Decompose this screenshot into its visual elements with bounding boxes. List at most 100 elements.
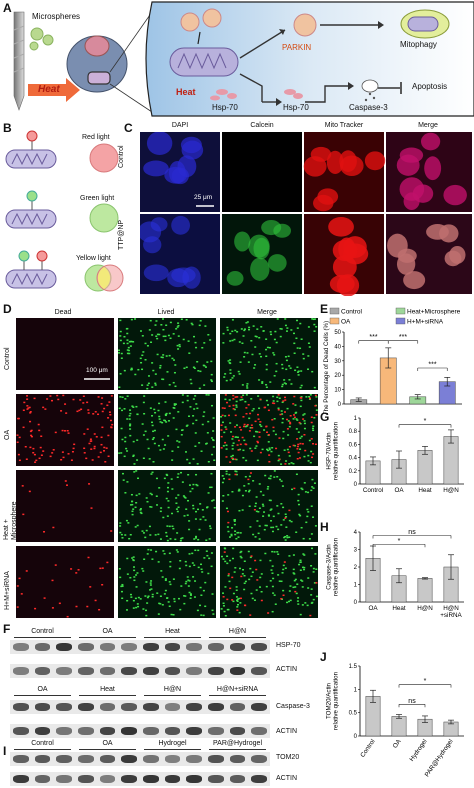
yellow-light-label: Yellow light	[76, 255, 111, 262]
blot-band	[78, 755, 94, 763]
x-tick-label: H@N	[443, 487, 459, 494]
legend-label: Control	[341, 309, 363, 316]
panel-label-c: C	[124, 121, 133, 135]
row-label-oa-d: OA	[4, 429, 11, 440]
blot-band	[229, 703, 246, 711]
blot-band	[56, 703, 72, 711]
blot-strip	[10, 752, 270, 766]
bar-G-3	[443, 436, 459, 485]
legend-swatch	[329, 307, 340, 315]
light-schematic-b	[5, 130, 124, 292]
y-axis-label: HSP-70/Actinrelative quantification	[326, 421, 340, 480]
sig-label: ns	[408, 698, 416, 705]
blot-band	[56, 727, 72, 735]
blot-band	[56, 755, 72, 763]
heat-label: Heat	[38, 84, 60, 95]
blot-band	[229, 667, 246, 675]
sig-label: *	[398, 538, 401, 545]
red-light-label: Red light	[82, 134, 110, 141]
blot-band	[164, 667, 181, 675]
y-axis-label: TOM20/Actinrelative quantification	[326, 671, 340, 730]
blot-band	[186, 727, 202, 735]
panel-label-h: H	[320, 520, 329, 534]
blot-i: Control OA Hydrogel PAR@Hydrogel	[10, 740, 270, 788]
blot-band	[143, 775, 159, 783]
blot-group-label: OA	[37, 686, 48, 693]
blot-strip	[10, 724, 270, 738]
x-tick-label: OA	[394, 487, 404, 494]
blot-band	[208, 667, 224, 675]
mitochondrion-icon	[5, 130, 57, 169]
legend-label: Heat+Microsphere	[407, 309, 461, 316]
blot-band	[78, 703, 94, 711]
panel-label-e: E	[320, 302, 329, 316]
blot-band	[164, 775, 181, 783]
x-tick-label: H@N +siRNA	[440, 605, 462, 619]
needle-icon	[13, 11, 25, 111]
blot-group-label: OA	[102, 740, 113, 747]
row-label-control-c: Control	[118, 145, 125, 168]
y-tick-label: 0	[338, 402, 342, 408]
parkin-label: PARKIN	[282, 43, 312, 52]
panel-label-j: J	[320, 650, 327, 664]
col-label-dapi: DAPI	[171, 122, 189, 129]
sig-label: ***	[428, 362, 436, 369]
y-tick-label: 0.2	[349, 469, 358, 475]
y-tick-label: 3	[354, 548, 358, 554]
blot-band	[186, 643, 202, 651]
blot-band	[143, 703, 159, 711]
micrograph-d-0-1	[118, 318, 216, 390]
blot-label-actin-f1: ACTIN	[276, 666, 297, 673]
chart-e: Control OA Heat+Microsphere H+M+siRNA 0 10 20…	[323, 307, 462, 414]
sig-label: *	[424, 418, 427, 425]
caspase3-label: Caspase-3	[349, 103, 388, 112]
y-tick-label: 1	[354, 583, 358, 589]
x-tick-label: H@N	[417, 605, 433, 612]
mitophagy-icon	[400, 9, 450, 39]
micrograph-d-3-2	[220, 546, 318, 618]
micrograph-d-3-0	[16, 546, 114, 618]
green-light-label: Green light	[80, 195, 115, 202]
blot-group-label: H@N+siRNA	[216, 686, 259, 693]
blot-band	[13, 667, 29, 675]
micrograph-d-0-0	[16, 318, 114, 390]
col-label-calcein: Calcein	[250, 122, 274, 129]
blot-band	[208, 755, 224, 763]
blot-band	[208, 727, 224, 735]
row-label-hms-d: H+M+siRNA	[4, 571, 11, 610]
blot-group-label: PAR@Hydrogel	[213, 740, 262, 747]
hsp70-label-a: Hsp-70	[212, 103, 238, 112]
chart-j: 0 0.5 1 1.5 TOM20/Actinrelative quantificati…	[326, 664, 464, 778]
y-axis-label: The Percentage of Dead Cells (%)	[323, 321, 330, 414]
blot-band	[78, 727, 94, 735]
col-label-merge-d: Merge	[257, 309, 277, 316]
blot-band	[251, 755, 267, 763]
sig-label: ns	[408, 529, 416, 536]
x-tick-label: Control	[359, 738, 376, 759]
legend-swatch	[395, 307, 406, 315]
blot-band	[121, 775, 137, 783]
bar-H-2	[417, 578, 433, 603]
panel-label-b: B	[3, 121, 12, 135]
y-tick-label: 0	[354, 600, 358, 606]
blot-band	[251, 667, 267, 675]
blot-band	[121, 755, 137, 763]
sig-label: *	[424, 678, 427, 685]
y-tick-label: 0	[354, 734, 358, 740]
blot-band	[13, 703, 29, 711]
blot-band	[121, 643, 137, 651]
blot-label-actin-f2: ACTIN	[276, 728, 297, 735]
sig-label: ***	[399, 334, 407, 341]
microspheres-label: Microspheres	[32, 12, 81, 21]
blot-f-bottom: OA Heat H@N H@N+siRNA	[10, 686, 270, 740]
y-tick-label: 1	[354, 687, 358, 693]
blot-band	[56, 667, 72, 675]
scale-label-c: 25 μm	[194, 194, 213, 201]
blot-label-caspase3: Caspase-3	[276, 703, 310, 710]
blot-band	[229, 775, 246, 783]
row-label-ttpnp: TTP@NP	[118, 219, 125, 250]
scale-label-d: 100 μm	[86, 367, 108, 374]
micrograph-d-0-2	[220, 318, 318, 390]
heat2-label: Heat	[176, 87, 196, 97]
micrograph-grid-c	[140, 132, 472, 296]
